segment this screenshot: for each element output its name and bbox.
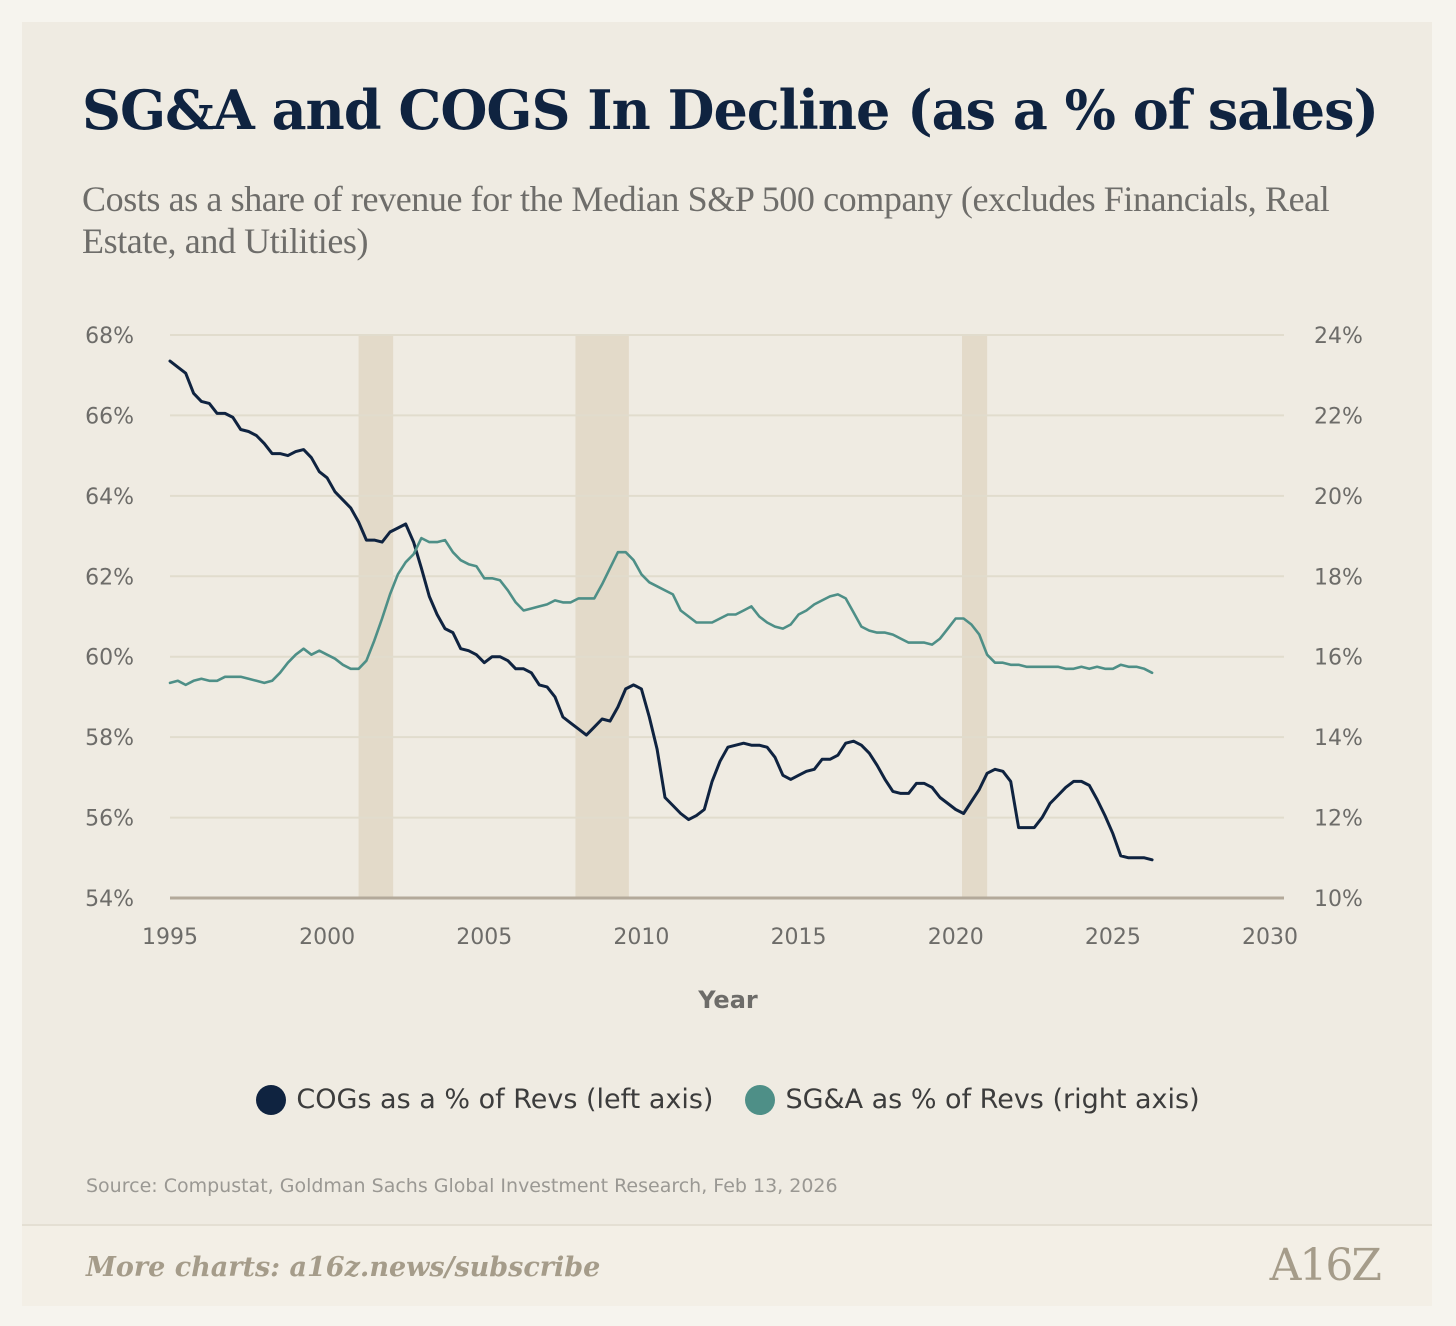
y-left-tick-label: 54% [85,887,134,912]
a16z-logo: A16Z [1269,1240,1382,1291]
y-left-tick-label: 66% [85,404,134,429]
x-tick-label: 2005 [456,925,512,950]
y-left-tick-label: 56% [85,807,134,832]
y-left-tick-label: 62% [85,565,134,590]
footer: More charts: a16z.news/subscribe A16Z [22,1224,1432,1306]
data-series [168,359,1154,862]
x-tick-label: 2000 [299,925,355,950]
legend-item-sga: SG&A as % of Revs (right axis) [745,1084,1200,1115]
legend-label-cogs: COGs as a % of Revs (left axis) [296,1084,714,1115]
x-axis-title: Year [697,986,758,1014]
subscribe-link[interactable]: More charts: a16z.news/subscribe [86,1252,601,1283]
chart-title: SG&A and COGS In Decline (as a % of sale… [82,78,1379,142]
chart-subtitle: Costs as a share of revenue for the Medi… [82,179,1330,261]
y-right-tick-label: 20% [1314,485,1363,510]
x-tick-label: 2025 [1085,925,1141,950]
x-tick-label: 2010 [613,925,669,950]
x-tick-label: 2020 [928,925,984,950]
line-chart: 54% 10% 56% 12% 58% 14% 60% 16% 62% 18% 64% 20% 66% 2… [85,324,1363,1014]
legend: COGs as a % of Revs (left axis) SG&A as … [0,1084,1456,1115]
y-left-tick-label: 68% [85,324,134,349]
recession-band-1 [575,335,629,898]
recession-band-2 [962,335,988,898]
series-line-sga [168,536,1154,687]
y-left-tick-label: 58% [85,726,134,751]
gridlines [170,334,1284,900]
y-right-tick-label: 18% [1314,565,1363,590]
x-tick-label: 2015 [771,925,827,950]
source-note: Source: Compustat, Goldman Sachs Global … [86,1175,838,1197]
y-right-tick-label: 14% [1314,726,1363,751]
legend-swatch-cogs [256,1084,287,1115]
y-right-tick-label: 16% [1314,646,1363,671]
recession-band-0 [358,335,394,898]
legend-swatch-sga [745,1084,776,1115]
series-line-cogs [168,359,1154,862]
legend-label-sga: SG&A as % of Revs (right axis) [785,1084,1200,1115]
y-right-tick-label: 22% [1314,404,1363,429]
x-tick-label: 2030 [1242,925,1298,950]
recession-bands [358,335,988,898]
y-left-tick-label: 64% [85,485,134,510]
chart-card [22,22,1432,1304]
y-right-tick-label: 10% [1314,887,1363,912]
x-tick-label: 1995 [142,925,198,950]
legend-item-cogs: COGs as a % of Revs (left axis) [256,1084,713,1115]
y-right-tick-label: 12% [1314,807,1363,832]
y-right-tick-label: 24% [1314,324,1363,349]
y-left-tick-label: 60% [85,646,134,671]
axis-ticks: 54% 10% 56% 12% 58% 14% 60% 16% 62% 18% 64% 20% 66% 2… [85,324,1363,950]
